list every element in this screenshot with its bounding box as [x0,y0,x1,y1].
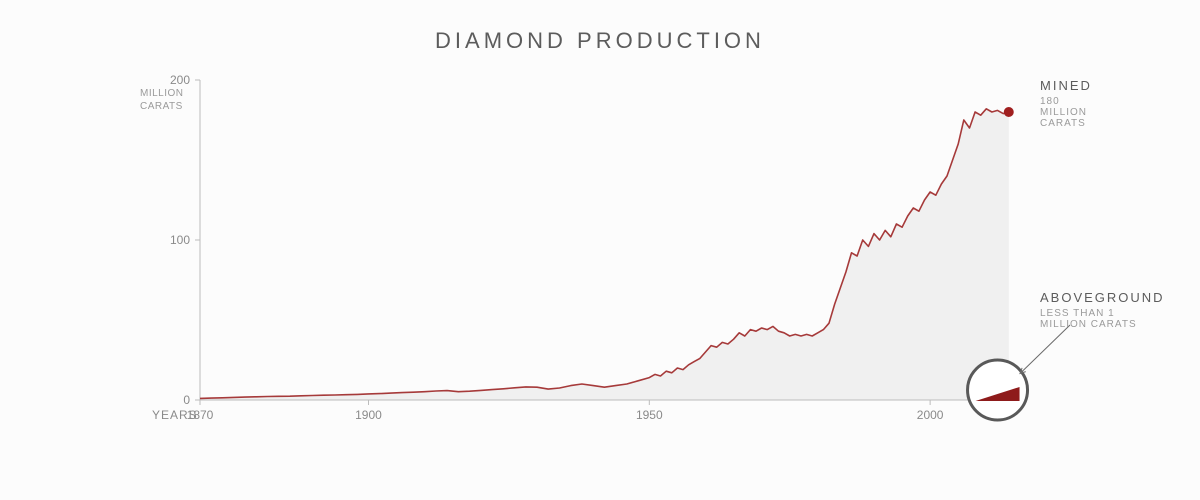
aboveground-inset [968,360,1028,420]
chart-title: DIAMOND PRODUCTION [0,28,1200,54]
aboveground-callout-sub: LESS THAN 1 MILLION CARATS [1040,308,1165,330]
aboveground-callout-label: ABOVEGROUND [1040,290,1165,305]
area-fill [200,109,1009,400]
y-tick-0: 0 [130,393,190,407]
mined-callout-sub: 180 MILLION CARATS [1040,96,1092,129]
plot-svg [200,80,1020,400]
mined-end-marker [1004,107,1014,117]
chart-area: 200 100 0 MILLIONCARATS YEARS 1870 1900 … [200,80,1020,400]
y-tick-100: 100 [130,233,190,247]
x-tick-1900: 1900 [355,408,382,422]
y-unit-label: MILLIONCARATS [140,88,184,113]
aboveground-callout: ABOVEGROUND LESS THAN 1 MILLION CARATS [1040,290,1165,330]
aboveground-arrow [1020,325,1070,374]
mined-callout: MINED 180 MILLION CARATS [1040,78,1092,129]
x-tick-2000: 2000 [917,408,944,422]
y-tick-200: 200 [130,73,190,87]
mined-callout-label: MINED [1040,78,1092,93]
x-tick-1870: 1870 [187,408,214,422]
x-tick-1950: 1950 [636,408,663,422]
